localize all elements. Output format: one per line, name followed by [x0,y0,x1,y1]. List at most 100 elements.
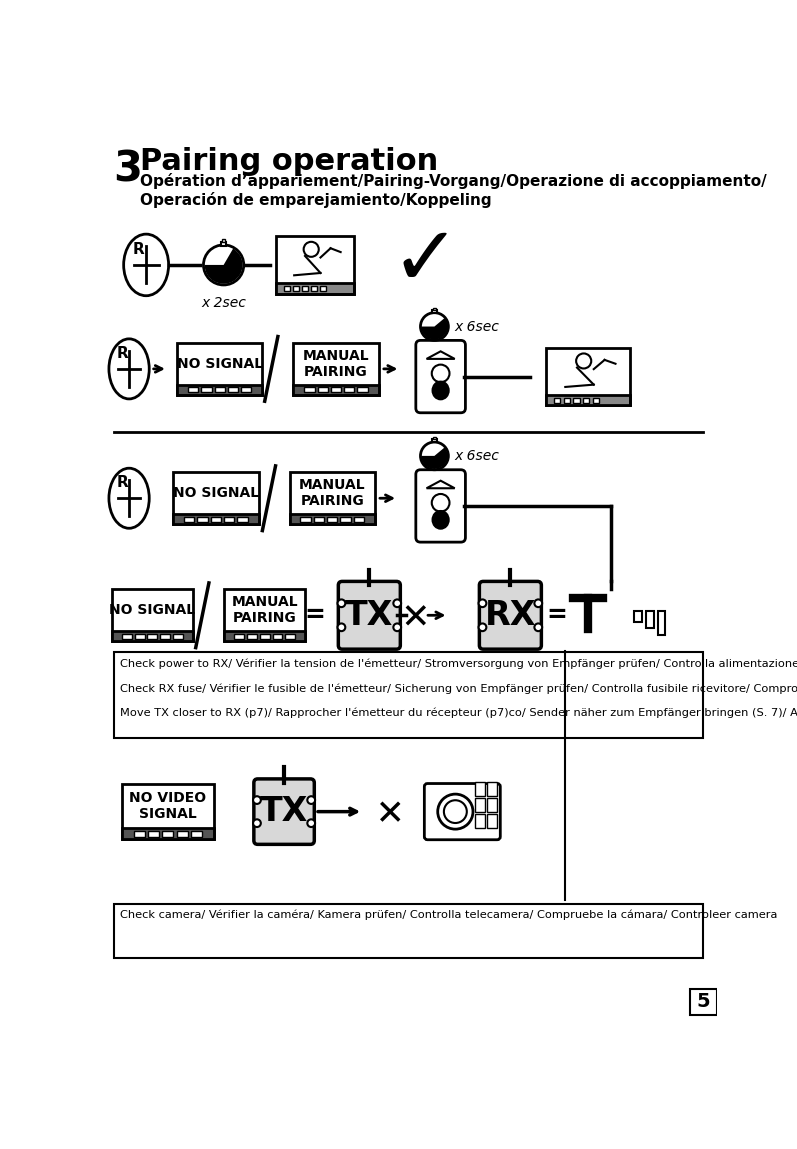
Bar [434,308,436,310]
Bar [554,398,560,403]
FancyBboxPatch shape [479,581,541,649]
Bar [432,439,437,442]
Bar [114,904,703,958]
FancyBboxPatch shape [546,348,630,406]
Text: Opération d’appariement/Pairing-Vorgang/Operazione di accoppiamento/
Operación d: Opération d’appariement/Pairing-Vorgang/… [140,173,767,208]
Bar [112,631,192,641]
FancyBboxPatch shape [289,472,375,524]
Circle shape [438,794,473,830]
FancyBboxPatch shape [416,340,465,412]
Text: Pairing operation: Pairing operation [140,147,438,176]
Text: MANUAL
PAIRING: MANUAL PAIRING [231,595,298,625]
Bar [188,387,198,393]
Bar [354,517,364,522]
Bar [331,387,341,393]
Bar [593,398,599,403]
Circle shape [308,796,315,804]
Circle shape [253,796,261,804]
Bar [573,398,579,403]
Bar [311,286,317,291]
Bar [432,310,437,313]
Bar [284,286,290,291]
Bar [224,517,234,522]
Bar [290,514,374,524]
Bar [487,797,497,812]
Circle shape [394,600,401,607]
Text: TX: TX [260,795,308,828]
Bar [198,517,208,522]
Bar [177,831,187,836]
Circle shape [535,600,542,607]
Circle shape [432,494,450,511]
Text: MANUAL
PAIRING: MANUAL PAIRING [303,348,369,379]
Bar [190,831,202,836]
Circle shape [421,313,449,340]
Bar [160,633,170,639]
Text: 3: 3 [114,148,143,191]
FancyBboxPatch shape [424,784,501,840]
Bar [147,633,157,639]
Bar [122,633,132,639]
Text: NO SIGNAL: NO SIGNAL [109,603,195,617]
Circle shape [479,600,486,607]
Bar [563,398,570,403]
Bar [177,385,262,395]
Text: x 2sec: x 2sec [201,295,246,310]
FancyBboxPatch shape [224,589,305,641]
Bar [344,387,355,393]
FancyBboxPatch shape [173,472,258,524]
Bar [114,653,703,739]
Bar [277,284,353,293]
Bar [294,385,378,394]
Wedge shape [422,447,448,469]
Bar [293,385,379,395]
Circle shape [535,624,542,631]
FancyBboxPatch shape [338,581,400,649]
Bar [487,813,497,827]
Text: MANUAL
PAIRING: MANUAL PAIRING [299,478,366,508]
Bar [222,239,226,241]
FancyBboxPatch shape [293,342,379,395]
Bar [174,514,257,524]
FancyBboxPatch shape [416,470,465,542]
Bar [358,387,367,393]
Bar [547,395,629,404]
Bar [340,517,351,522]
Circle shape [338,600,345,607]
Text: Move TX closer to RX (p7)/ Rapprocher l'émetteur du récepteur (p7)co/ Sender näh: Move TX closer to RX (p7)/ Rapprocher l'… [120,708,797,718]
Circle shape [444,800,467,823]
Bar [112,631,193,641]
Wedge shape [205,248,242,284]
Bar [300,517,311,522]
Circle shape [203,245,244,285]
Bar [148,831,159,836]
Text: ✓: ✓ [391,221,460,301]
Bar [273,633,282,639]
Bar [173,633,183,639]
Text: NO VIDEO
SIGNAL: NO VIDEO SIGNAL [129,791,206,822]
Ellipse shape [109,339,149,399]
Text: =: = [547,603,567,627]
Bar [487,782,497,796]
FancyBboxPatch shape [277,236,354,294]
Bar [228,387,238,393]
Bar [277,284,354,294]
Bar [202,387,211,393]
Text: x 6sec: x 6sec [454,449,500,463]
Bar [314,517,324,522]
Text: =: = [304,603,325,627]
FancyBboxPatch shape [254,779,314,845]
Text: RX: RX [485,599,536,632]
Text: R: R [116,476,128,491]
Bar [163,831,173,836]
Text: NO SIGNAL: NO SIGNAL [177,356,263,371]
Bar [327,517,337,522]
Circle shape [253,819,261,827]
Text: R: R [116,346,128,361]
Circle shape [432,364,450,383]
Text: 5: 5 [697,993,710,1011]
Text: NO SIGNAL: NO SIGNAL [173,486,259,500]
Ellipse shape [433,511,449,529]
Bar [320,286,326,291]
Bar [546,395,630,406]
